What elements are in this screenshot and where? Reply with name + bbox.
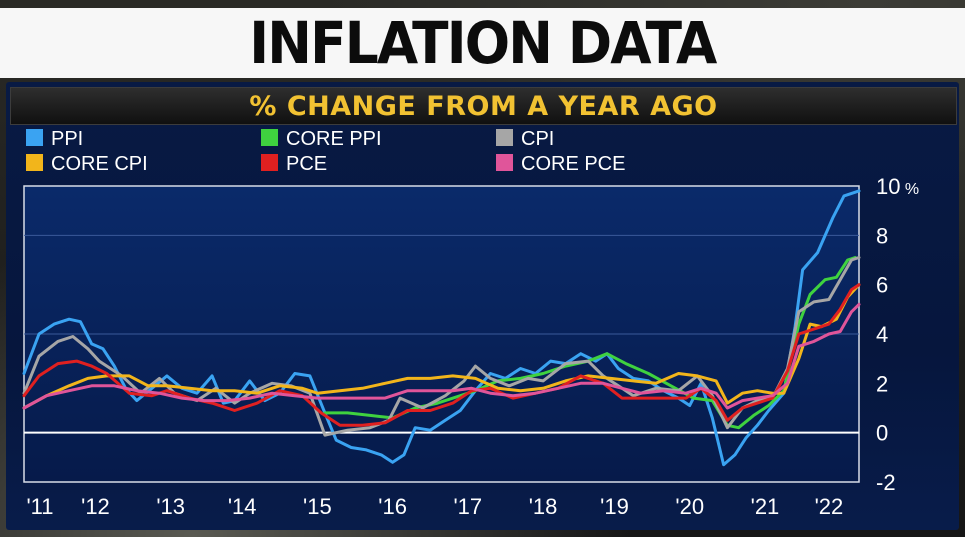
legend-label-core-pce: CORE PCE [521,153,625,175]
x-tick-label: '20 [675,494,704,519]
y-tick-label: 10 % [876,174,919,199]
y-tick-label: -2 [876,470,896,495]
chart-title: INFLATION DATA [249,9,717,77]
y-tick-label: 6 [876,273,888,298]
legend-swatch-pce [261,154,278,171]
chart-panel: % CHANGE FROM A YEAR AGO 10 % 8 6 4 2 0 -2 '11 '… [6,82,959,530]
subtitle-bar: % CHANGE FROM A YEAR AGO [10,87,957,125]
y-tick-label: 2 [876,371,888,396]
x-tick-label: '18 [529,494,558,519]
legend-label-pce: PCE [286,153,327,175]
inflation-line-chart: 10 % 8 6 4 2 0 -2 '11 '12 '13 '14 '15 '16 '17 '18 '19 '2… [22,128,919,519]
y-tick-label: 0 [876,421,888,446]
x-tick-label: '21 [751,494,780,519]
legend-label-ppi: PPI [51,128,83,150]
title-bar: INFLATION DATA [0,8,965,78]
x-tick-label: '12 [81,494,110,519]
series-line-core-pce [22,302,861,410]
x-tick-label: '11 [26,494,53,519]
x-tick-label: '17 [453,494,482,519]
chart-subtitle: % CHANGE FROM A YEAR AGO [249,90,718,122]
series-line-core-ppi [323,256,857,430]
legend-swatch-cpi [496,129,513,146]
x-tick-label: '15 [303,494,332,519]
x-tick-label: '19 [600,494,629,519]
series-line-core-cpi [22,283,861,410]
legend-swatch-core-ppi [261,129,278,146]
legend-label-cpi: CPI [521,128,554,150]
y-tick-label: 8 [876,223,888,248]
legend-swatch-core-cpi [26,154,43,171]
legend-swatch-core-pce [496,154,513,171]
series-line-ppi [22,189,861,467]
x-tick-label: '16 [378,494,407,519]
legend-label-core-cpi: CORE CPI [51,153,148,175]
series-line-cpi [22,256,861,437]
x-tick-label: '22 [815,494,844,519]
y-tick-label: 4 [876,322,888,347]
legend-label-core-ppi: CORE PPI [286,128,382,150]
legend-swatch-ppi [26,129,43,146]
x-tick-label: '13 [156,494,185,519]
x-tick-label: '14 [228,494,257,519]
